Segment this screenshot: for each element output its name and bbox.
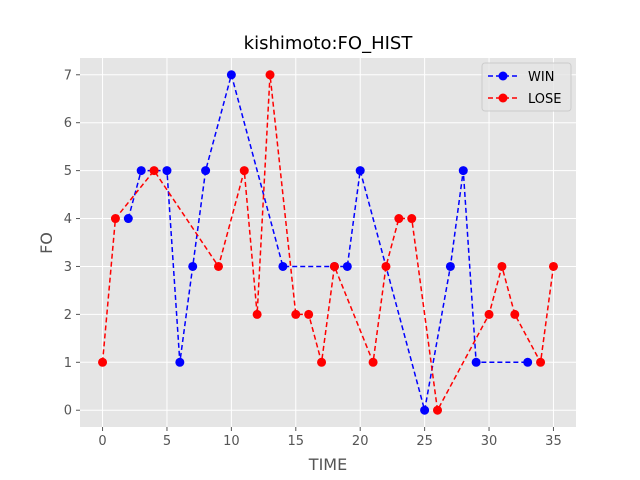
x-tick-label: 0 [98,434,106,449]
data-point-win [136,166,146,176]
x-tick-label: 15 [288,434,305,449]
data-point-lose [548,261,558,271]
data-point-lose [394,214,404,224]
y-tick-label: 1 [64,356,72,371]
x-axis-title: TIME [308,455,347,474]
data-point-lose [110,214,120,224]
data-point-win [342,261,352,271]
data-point-lose [497,261,507,271]
data-point-win [420,405,430,415]
y-tick-label: 6 [64,116,72,131]
legend-marker-lose [498,93,508,103]
data-point-lose [213,261,223,271]
data-point-lose [265,70,275,80]
plot-background [80,58,576,427]
data-point-win [162,166,172,176]
data-point-lose [239,166,249,176]
y-tick-label: 2 [64,308,72,323]
legend-label-lose: LOSE [528,92,561,107]
y-tick-label: 4 [64,212,72,227]
data-point-lose [484,309,494,319]
x-tick-label: 20 [352,434,369,449]
x-tick-label: 5 [163,434,171,449]
legend-marker-win [498,71,508,81]
x-tick-label: 25 [416,434,433,449]
data-point-lose [329,261,339,271]
data-point-lose [536,357,546,367]
legend-label-win: WIN [528,70,554,85]
series-line-win [127,71,528,411]
y-axis-title: FO [37,232,56,254]
chart-title: kishimoto:FO_HIST [244,33,414,54]
data-point-win [175,357,185,367]
data-point-lose [368,357,378,367]
data-point-lose [291,309,301,319]
data-point-lose [149,166,159,176]
grid-lines [80,58,576,427]
y-tick-label: 5 [64,164,72,179]
data-point-lose [407,214,417,224]
data-point-win [123,214,133,224]
series-line-lose [101,74,555,413]
data-point-lose [433,405,443,415]
data-point-win [523,357,533,367]
y-tick-label: 3 [64,260,72,275]
data-point-win [355,166,365,176]
data-point-lose [381,261,391,271]
x-tick-label: 30 [481,434,498,449]
data-point-lose [304,309,314,319]
y-tick-label: 0 [64,404,72,419]
data-point-lose [252,309,262,319]
data-point-win [458,166,468,176]
data-point-win [445,261,455,271]
data-point-win [471,357,481,367]
x-tick-label: 10 [223,434,240,449]
axis-ticks: 0 5 10 15 20 25 30 35 0 1 2 3 4 5 6 7 [64,68,562,449]
data-point-win [188,261,198,271]
series-layer [98,70,558,415]
data-point-win [226,70,236,80]
legend: WIN LOSE [481,62,572,112]
data-point-win [278,261,288,271]
data-point-lose [510,309,520,319]
data-point-lose [98,357,108,367]
x-tick-label: 35 [545,434,562,449]
data-point-lose [317,357,327,367]
data-point-win [201,166,211,176]
y-tick-label: 7 [64,68,72,83]
